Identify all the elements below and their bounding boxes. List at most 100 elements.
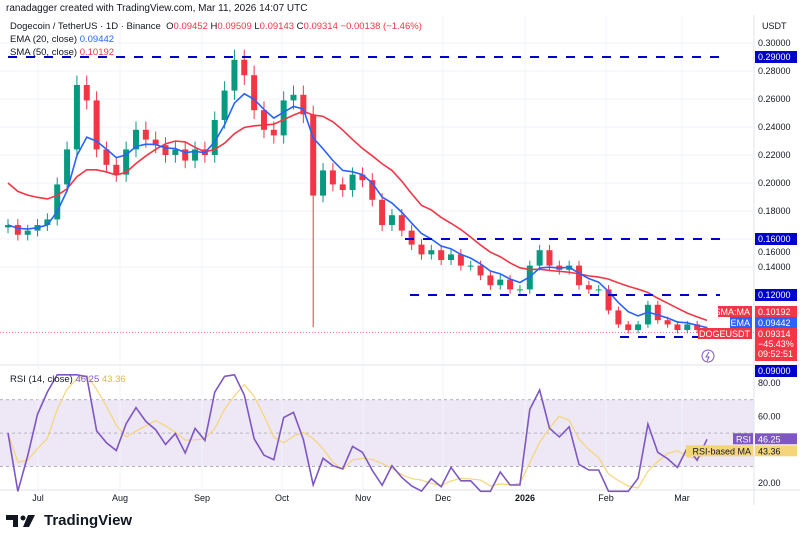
rsi-legend[interactable]: RSI (14, close) 46.25 43.36 [10, 374, 126, 385]
candle [142, 129, 149, 140]
rsi-name-tag [733, 433, 753, 445]
candle [664, 320, 671, 325]
candle [516, 289, 523, 291]
candle [310, 114, 317, 196]
sma-legend[interactable]: SMA (50, close) 0.10192 [10, 46, 422, 59]
candle [595, 289, 602, 291]
level-tag [755, 51, 797, 63]
candle [339, 184, 346, 190]
time-tick: Aug [112, 493, 128, 503]
price-tick: 0.16000 [758, 247, 791, 257]
candle [428, 250, 435, 255]
price-tick: 0.18000 [758, 206, 791, 216]
high-label: H [210, 21, 218, 32]
tradingview-logo[interactable]: TradingView [6, 512, 132, 529]
candle [605, 289, 612, 311]
candle [73, 85, 80, 150]
ema-line [7, 92, 708, 329]
close-label: C [296, 21, 304, 32]
currency-label: USDT [762, 21, 787, 31]
level-tag-text: 0.16000 [758, 234, 791, 244]
open-label: O [166, 21, 174, 32]
sma-line [7, 110, 708, 322]
ema-label: EMA (20, close) [10, 34, 78, 45]
bar-countdown: 09:52:51 [758, 349, 793, 359]
candle [182, 149, 189, 161]
open-value: 0.09452 [173, 21, 208, 32]
candle [44, 219, 51, 225]
sma-value: 0.10192 [758, 307, 791, 317]
level-tag-text: 0.09000 [758, 366, 791, 376]
candle [103, 149, 110, 165]
candle [477, 265, 484, 276]
rsi-tick: 80.00 [758, 378, 781, 388]
time-tick: Jul [32, 493, 44, 503]
candle [5, 225, 11, 228]
candle [231, 59, 238, 91]
candle [211, 120, 218, 155]
low-value: 0.09143 [259, 21, 295, 32]
rsi-tick: 20.00 [758, 478, 781, 488]
rsi-band [0, 399, 754, 467]
symbol-line[interactable]: Dogecoin / TetherUS · 1D · Binance O0.09… [10, 20, 422, 33]
candle [576, 265, 583, 286]
rsi-value: 46.25 [75, 374, 100, 385]
ema-value: 0.09442 [79, 34, 115, 45]
candle [379, 199, 386, 225]
time-tick: Sep [194, 493, 210, 503]
time-tick: Feb [598, 493, 614, 503]
symbol-title: Dogecoin / TetherUS · 1D · Binance [10, 21, 161, 32]
candle [162, 145, 169, 155]
candle [457, 254, 464, 266]
level-tag-text: 0.29000 [758, 52, 791, 62]
price-tick: 0.28000 [758, 66, 791, 76]
sma-name: SMA:MA [714, 307, 750, 317]
ema-legend[interactable]: EMA (20, close) 0.09442 [10, 33, 422, 46]
chart-credit: ranadagger created with TradingView.com,… [6, 3, 308, 14]
candle [536, 250, 543, 266]
last-price-tag [755, 328, 797, 361]
candle [329, 170, 336, 185]
candle [54, 184, 61, 220]
candle [388, 215, 395, 225]
level-tag [755, 365, 797, 377]
ema-name-tag [730, 317, 752, 328]
candle [251, 75, 258, 111]
price-tick: 0.24000 [758, 122, 791, 132]
time-tick: Oct [275, 493, 290, 503]
sma-value: 0.10192 [79, 47, 115, 58]
rsi-ma-value-tag [755, 445, 797, 457]
candle [635, 324, 642, 330]
candle [507, 279, 514, 290]
level-tag [755, 233, 797, 245]
ema-value: 0.09442 [758, 318, 791, 328]
candle [64, 149, 71, 185]
rsi-ma-value: 43.36 [101, 374, 126, 385]
lightning-icon-glyph [705, 351, 710, 362]
candle [369, 180, 376, 200]
candle [349, 174, 356, 190]
level-tag-text: 0.12000 [758, 290, 791, 300]
rsi-label: RSI (14, close) [10, 374, 73, 385]
candle [408, 230, 415, 245]
candle [132, 129, 139, 150]
last-price: 0.09314 [758, 329, 791, 339]
candle [448, 254, 455, 260]
candle [467, 265, 474, 267]
lightning-icon[interactable] [701, 349, 715, 363]
level-tag [755, 289, 797, 301]
rsi-name: RSI [736, 434, 751, 444]
price-tick: 0.22000 [758, 150, 791, 160]
ema-name: EMA [730, 318, 750, 328]
price-tick: 0.20000 [758, 178, 791, 188]
candle [260, 110, 267, 130]
candle [83, 85, 90, 101]
rsi-value-tag [755, 433, 797, 445]
change-percent: −45.43% [758, 339, 794, 349]
low-label: L [254, 21, 260, 32]
candle [270, 129, 277, 136]
candle [14, 225, 21, 235]
close-value: 0.09314 [303, 21, 338, 32]
price-tick: 0.30000 [758, 38, 791, 48]
